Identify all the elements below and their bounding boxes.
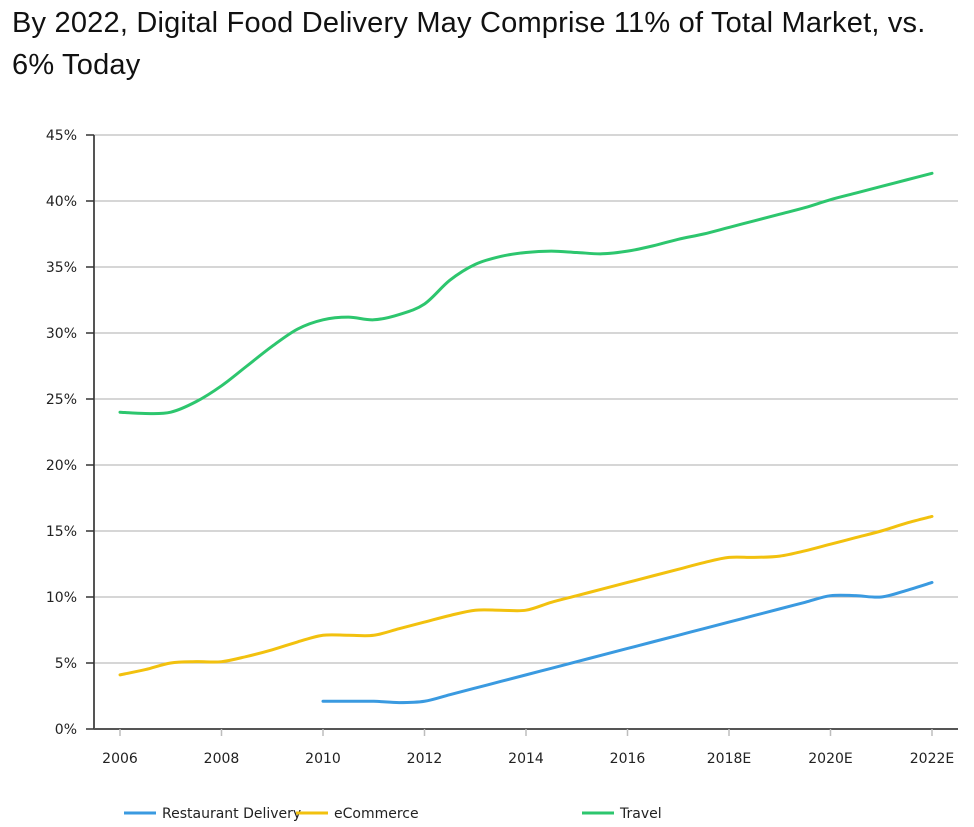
y-tick-label: 20% — [46, 458, 77, 474]
x-tick-label: 2008 — [204, 751, 240, 767]
y-tick-label: 10% — [46, 590, 77, 606]
legend-item: eCommerce — [296, 806, 419, 822]
series-line-travel — [118, 171, 934, 416]
legend-label: eCommerce — [334, 806, 419, 822]
legend: Restaurant Delivery eCommerce Travel — [124, 806, 662, 822]
series-lines — [118, 171, 934, 705]
x-tick-label: 2018E — [707, 751, 751, 767]
y-tick-label: 35% — [46, 260, 77, 276]
series-line-restaurant-delivery — [321, 580, 934, 705]
x-tick-label: 2012 — [407, 751, 443, 767]
x-tick-label: 2006 — [102, 751, 138, 767]
y-tick-label: 0% — [55, 722, 77, 738]
legend-item: Restaurant Delivery — [124, 806, 301, 822]
y-tick-label: 30% — [46, 326, 77, 342]
x-tick-label: 2014 — [508, 751, 544, 767]
y-tick-label: 45% — [46, 128, 77, 144]
y-tick-label: 15% — [46, 524, 77, 540]
gridlines — [94, 134, 958, 664]
y-tick-label: 5% — [55, 656, 77, 672]
chart-title: By 2022, Digital Food Delivery May Compr… — [12, 7, 926, 81]
y-tick-label: 25% — [46, 392, 77, 408]
x-tick-label: 2020E — [808, 751, 852, 767]
x-tick-label: 2016 — [610, 751, 646, 767]
x-tick-label: 2022E — [910, 751, 954, 767]
series-line-ecommerce — [118, 514, 934, 677]
y-axis-ticks: 0% 5% 10% 15% 20% 25% 30% 35% 40% 45% — [46, 128, 94, 738]
x-tick-label: 2010 — [305, 751, 341, 767]
x-axis-ticks: 2006 2008 2010 2012 2014 2016 2018E 2020E 2022E — [102, 729, 954, 767]
legend-label: Travel — [619, 806, 662, 822]
legend-label: Restaurant Delivery — [162, 806, 301, 822]
legend-item: Travel — [582, 806, 662, 822]
y-tick-label: 40% — [46, 194, 77, 210]
axes — [93, 135, 958, 730]
